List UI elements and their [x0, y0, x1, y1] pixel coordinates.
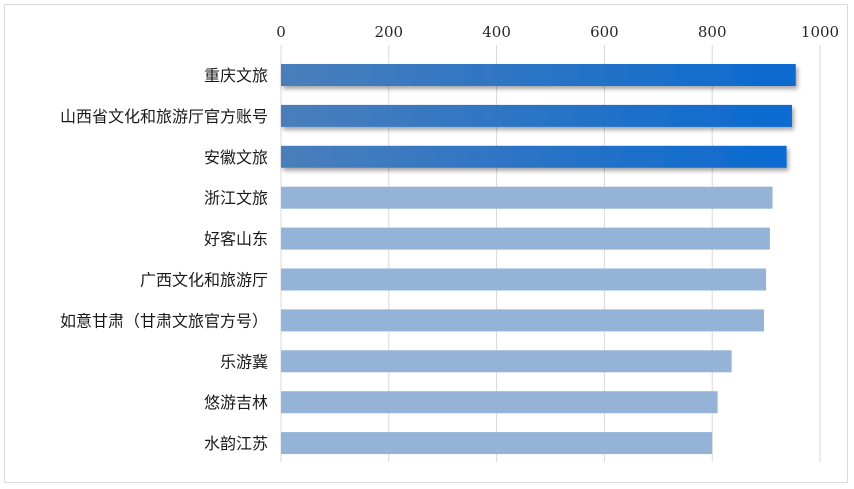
x-tick-label: 600 [590, 23, 619, 41]
category-label: 如意甘肃（甘肃文旅官方号） [60, 311, 268, 330]
bar [281, 186, 773, 209]
bar [281, 227, 770, 250]
category-label: 安徽文旅 [204, 148, 268, 167]
x-tick-label: 200 [374, 23, 403, 41]
bar [281, 64, 796, 86]
bar [281, 145, 787, 168]
x-tick-label: 1000 [801, 23, 839, 41]
category-label: 乐游冀 [220, 352, 268, 371]
bars [281, 64, 796, 455]
category-label: 好客山东 [204, 230, 268, 249]
x-axis-ticks: 0 200 400 600 800 1000 [276, 23, 839, 41]
category-label: 重庆文旅 [204, 66, 268, 85]
bar [281, 309, 764, 332]
bar [281, 350, 732, 373]
bar [281, 391, 718, 414]
category-label: 广西文化和旅游厅 [140, 271, 268, 290]
bar [281, 432, 713, 455]
category-labels: 重庆文旅山西省文化和旅游厅官方账号安徽文旅浙江文旅好客山东广西文化和旅游厅如意甘… [60, 66, 268, 453]
x-tick-label: 400 [482, 23, 511, 41]
bar [281, 104, 792, 127]
bar [281, 268, 767, 291]
category-label: 悠游吉林 [204, 393, 268, 412]
category-label: 山西省文化和旅游厅官方账号 [60, 107, 268, 126]
category-label: 水韵江苏 [204, 434, 268, 453]
category-label: 浙江文旅 [204, 189, 268, 208]
x-tick-label: 0 [276, 23, 286, 41]
x-tick-label: 800 [698, 23, 727, 41]
